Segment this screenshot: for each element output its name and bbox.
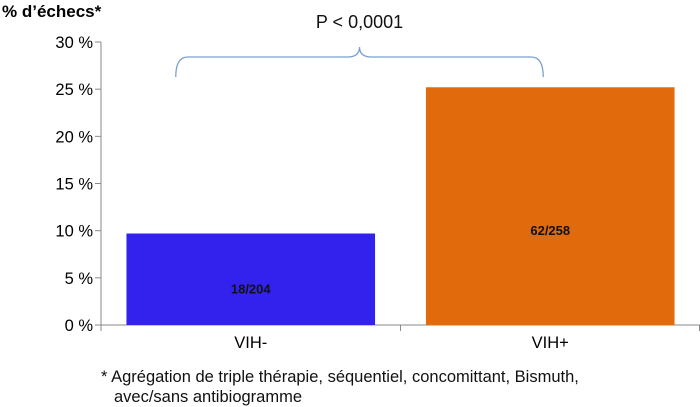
y-tick-label: 0 % (65, 317, 94, 335)
footnote-line-1: * Agrégation de triple thérapie, séquent… (101, 368, 579, 386)
significance-bracket (175, 46, 544, 78)
bar (126, 233, 376, 325)
y-axis: 0 % 5 % 10 % 15 % 20 % 25 % 30 % (55, 34, 102, 335)
bars-group: 18/204 62/258 (126, 87, 675, 325)
y-tick-label: 20 % (55, 128, 93, 146)
x-tick-label: VIH- (234, 334, 267, 352)
y-tick-label: 5 % (65, 270, 94, 288)
x-tick-label: VIH+ (532, 334, 569, 352)
bar-data-label: 62/258 (530, 223, 570, 238)
x-axis: VIH- VIH+ (100, 324, 700, 352)
significance-annotation: P < 0,0001 (175, 12, 544, 78)
p-value-label: P < 0,0001 (316, 12, 403, 32)
y-tick-label: 30 % (55, 34, 93, 52)
footnote-line-2: avec/sans antibiogramme (114, 388, 303, 406)
bar-chart: % d’échecs* 0 % 5 % 10 % 15 % 20 % 25 % 30 % V… (2, 2, 700, 352)
y-tick-label: 10 % (55, 223, 93, 241)
y-tick-label: 15 % (55, 176, 93, 194)
bar-data-label: 18/204 (231, 281, 272, 296)
y-axis-label: % d’échecs* (2, 2, 102, 21)
y-tick-label: 25 % (55, 81, 93, 99)
footnote: * Agrégation de triple thérapie, séquent… (101, 367, 691, 407)
bar (425, 87, 675, 325)
